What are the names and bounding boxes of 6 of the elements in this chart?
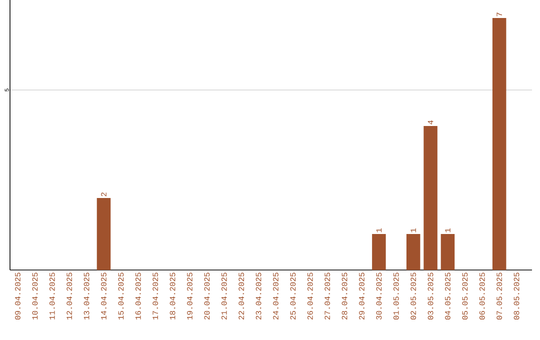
bar bbox=[492, 18, 506, 270]
bar bbox=[372, 234, 386, 270]
bar bbox=[406, 234, 420, 270]
bar bbox=[424, 126, 438, 270]
bar bbox=[440, 234, 455, 270]
bar bbox=[96, 198, 111, 270]
